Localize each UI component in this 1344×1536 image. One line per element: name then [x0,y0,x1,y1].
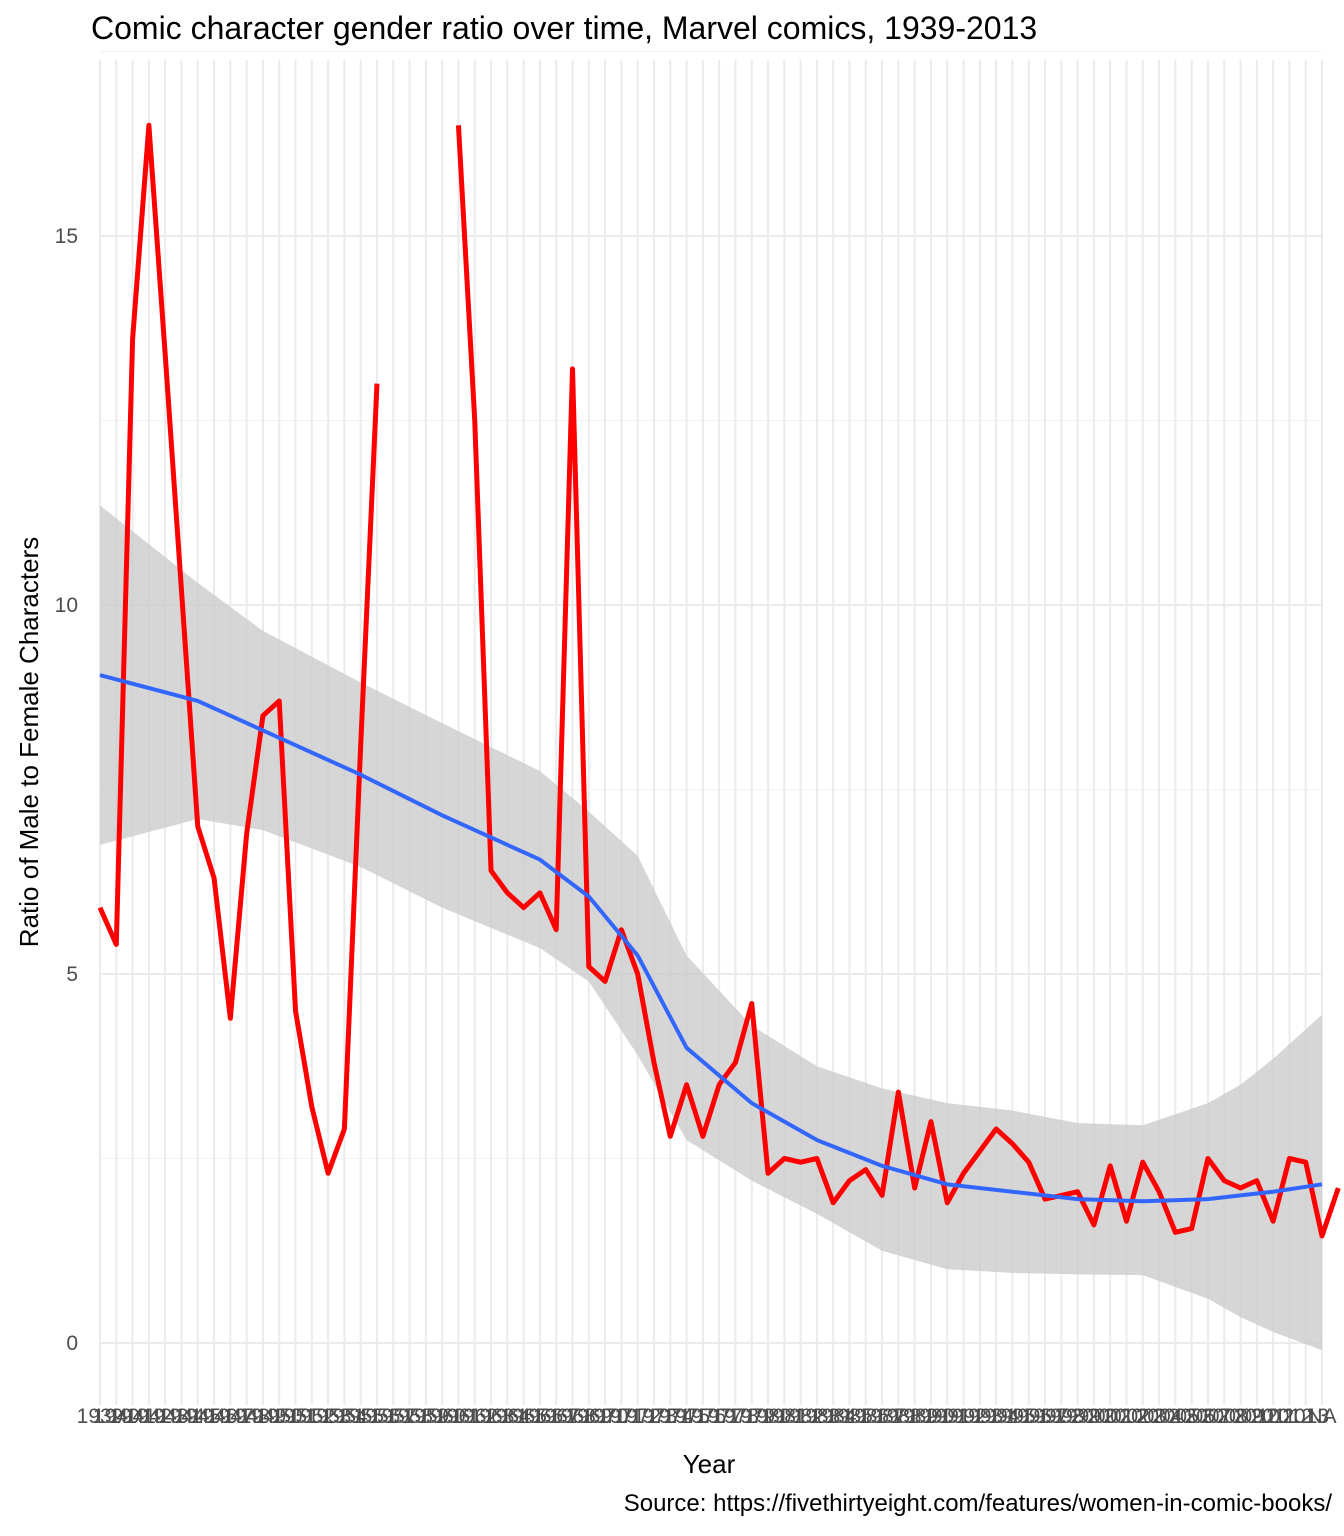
x-tick-label: 1976 [679,1405,726,1428]
ratio-line [97,122,380,1176]
x-tick-label: 2009 [1217,1405,1264,1428]
x-tick-label: 1975 [663,1405,710,1428]
x-tick-label: 1945 [174,1405,221,1428]
x-tick-label: 2006 [1168,1405,1215,1428]
x-tick-label: 1942 [126,1405,173,1428]
x-tick-label: 1985 [826,1405,873,1428]
x-tick-label: 1963 [468,1405,515,1428]
x-tick-label: 1948 [223,1405,270,1428]
x-tick-label: 1987 [859,1405,906,1428]
x-tick-label: 2013 [1282,1405,1329,1428]
y-tick-label: 15 [55,225,78,248]
chart-title: Comic character gender ratio over time, … [91,10,1038,46]
x-tick-label: 1981 [761,1405,808,1428]
x-tick-label: 2000 [1071,1405,1118,1428]
x-tick-label: 1947 [207,1405,254,1428]
y-tick-label: 5 [66,963,78,986]
y-tick-label: 0 [66,1332,78,1355]
x-tick-label: 1964 [484,1405,531,1428]
x-tick-label: 1950 [256,1405,303,1428]
x-tick-label: 1969 [565,1405,612,1428]
x-tick-label: 1979 [728,1405,775,1428]
x-tick-label: 1957 [370,1405,417,1428]
x-tick-label: 1980 [745,1405,792,1428]
x-tick-label: 1962 [451,1405,498,1428]
x-tick-label: 1939 [77,1405,124,1428]
x-tick-label: 1992 [940,1405,987,1428]
x-tick-label: 2007 [1185,1405,1232,1428]
x-tick-label: 1989 [891,1405,938,1428]
x-tick-label: 2008 [1201,1405,1248,1428]
x-tick-label: 2011 [1251,1405,1296,1428]
x-tick-label: 2003 [1119,1405,1166,1428]
x-tick-label: 1978 [712,1405,759,1428]
x-tick-label: 1940 [93,1405,140,1428]
x-tick-label: 1996 [1005,1405,1052,1428]
x-tick-label: 1984 [810,1405,857,1428]
x-tick-label: 1952 [288,1405,335,1428]
x-tick-label: 1958 [386,1405,433,1428]
x-tick-label: 1986 [842,1405,889,1428]
x-tick-label: 1959 [403,1405,450,1428]
x-tick-label: 1972 [614,1405,661,1428]
x-tick-label: 1991 [924,1405,971,1428]
x-tick-label: 1941 [109,1405,156,1428]
x-tick-label: 1977 [696,1405,743,1428]
x-tick-label: 1971 [598,1405,645,1428]
x-tick-label: 1970 [582,1405,629,1428]
x-tick-label: 1953 [305,1405,352,1428]
x-tick-label: 1982 [777,1405,824,1428]
x-tick-label: 1965 [500,1405,547,1428]
x-tick-label: 1999 [1054,1405,1101,1428]
x-tick-label: 2002 [1103,1405,1150,1428]
x-tick-label: 1983 [794,1405,841,1428]
x-tick-label: 2010 [1233,1405,1280,1428]
chart-caption: Source: https://fivethirtyeight.com/feat… [623,1490,1332,1517]
x-tick-label: 1988 [875,1405,922,1428]
x-tick-label: 1951 [272,1405,319,1428]
x-tick-label: 1961 [435,1405,482,1428]
x-tick-label: 1943 [142,1405,189,1428]
x-tick-label: 2004 [1136,1405,1183,1428]
x-tick-label: 1994 [973,1405,1020,1428]
x-tick-label: 1973 [631,1405,678,1428]
x-axis-tick-labels: 1939194019411942194319441945194619471948… [77,1405,1337,1428]
x-tick-label: 1990 [908,1405,955,1428]
x-tick-label: 1944 [158,1405,205,1428]
x-tick-label: 2012 [1266,1405,1313,1428]
x-tick-label: 1998 [1038,1405,1085,1428]
x-tick-label: 1993 [956,1405,1003,1428]
x-tick-label: 2001 [1087,1405,1134,1428]
x-tick-label: 1966 [517,1405,564,1428]
x-tick-label: 1949 [240,1405,287,1428]
confidence-band [100,505,1322,1351]
x-tick-label: 1995 [989,1405,1036,1428]
y-axis-label: Ratio of Male to Female Characters [14,537,44,947]
x-tick-label: NA [1307,1405,1336,1428]
x-tick-label: 1974 [647,1405,694,1428]
x-tick-label: 2005 [1152,1405,1199,1428]
x-tick-label: 1997 [1022,1405,1069,1428]
series-lines [97,122,1341,1239]
x-tick-label: 1968 [549,1405,596,1428]
x-tick-label: 1956 [354,1405,401,1428]
x-tick-label: 1946 [191,1405,238,1428]
y-tick-label: 10 [55,594,78,617]
x-tick-label: 1960 [419,1405,466,1428]
x-tick-label: 1955 [337,1405,384,1428]
x-axis-label: Year [683,1449,736,1479]
confidence-band-area [100,505,1322,1351]
smooth-trend-line [99,673,1323,1204]
x-tick-label: 1954 [321,1405,368,1428]
ratio-line [455,125,1341,1239]
x-tick-label: 1967 [533,1405,580,1428]
y-axis-tick-labels: 0 5 10 15 [55,225,78,1355]
